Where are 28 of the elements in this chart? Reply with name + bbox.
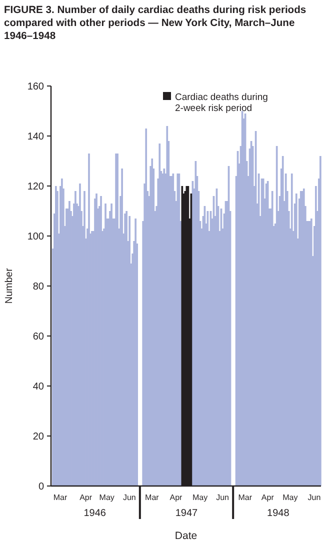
x-tick-label: May [99,493,114,502]
text: 1946 [84,508,106,519]
y-tick-label: 100 [27,232,44,242]
x-tick-label: Jun [308,493,321,502]
y-tick-label: 80 [32,282,44,292]
x-tick-label: May [282,493,298,502]
x-tick-label: Jun [122,493,136,502]
chart-title: FIGURE 3. Number of daily cardiac deaths during risk periods compared with other periods — New York City, March–June 1946–1948 [4,5,306,42]
y-tick-label: 120 [27,182,44,192]
text: 1947 [175,508,198,519]
y-tick-label: 0 [38,482,44,492]
y-tick-label: 140 [27,132,44,142]
x-tick-label: Apr [170,493,183,502]
x-tick-label: Apr [261,493,274,502]
x-tick-label: May [192,493,208,502]
y-tick-label: 40 [32,382,44,392]
x-tick-label: Apr [80,493,92,502]
x-tick-label: Mar [145,493,160,502]
y-tick-label: 20 [32,432,44,442]
x-axis-title: Date [174,530,198,542]
y-tick-label: 60 [32,332,44,342]
legend-label: Cardiac deaths during 2-week risk period [175,92,268,114]
x-tick-label: Mar [238,493,252,502]
x-tick-label: Mar [53,493,68,502]
y-axis-title: Number [4,268,15,304]
text: 1948 [267,508,290,519]
y-tick-label: 160 [27,82,44,92]
x-tick-label: Jun [216,493,230,502]
